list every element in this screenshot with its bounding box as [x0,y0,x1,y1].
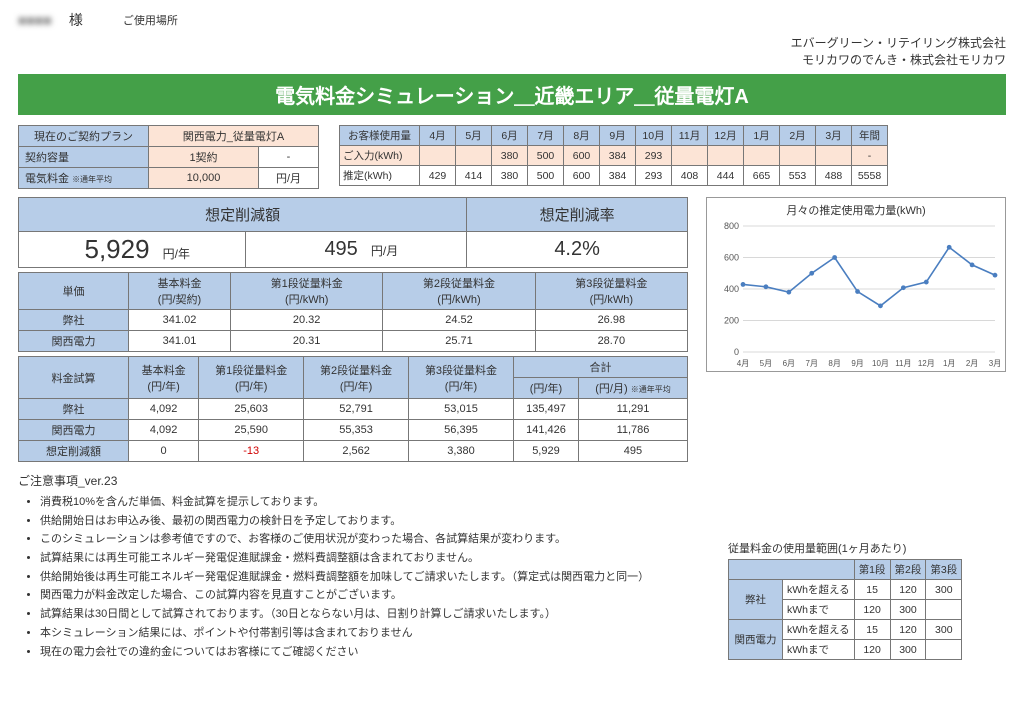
usage-range-block: 従量料金の使用量範囲(1ヶ月あたり) 第1段第2段第3段弊社kWhを超える151… [728,540,1006,660]
svg-text:200: 200 [724,316,739,326]
note-item: 消費税10%を含んだ単価、料金試算を提示しております。 [40,493,1006,512]
svg-text:400: 400 [724,284,739,294]
svg-text:1月: 1月 [943,359,955,368]
savings-rate: 4.2% [544,234,610,264]
svg-text:0: 0 [734,347,739,357]
svg-text:2月: 2月 [966,359,978,368]
location-label: ご使用場所 [123,12,178,28]
svg-text:7月: 7月 [806,359,818,368]
unit-price-table: 単価基本料金(円/契約)第1段従量料金(円/kWh)第2段従量料金(円/kWh)… [18,272,688,352]
svg-text:4月: 4月 [737,359,749,368]
monthly-savings: 495 [314,234,367,264]
svg-text:9月: 9月 [851,359,863,368]
notes-title: ご注意事項_ver.23 [18,472,1006,489]
customer-name: ■■■■ [18,12,52,28]
plan-table: 現在のご契約プラン関西電力_従量電灯A契約容量1契約-電気料金 ※通年平均10,… [18,125,319,189]
svg-text:11月: 11月 [895,359,911,368]
chart-svg: 0 200 400 600 800 4月 5月 6月 7月 8月 9月 10月 11月 12月 1月 2月 3月 [713,220,1001,370]
svg-text:8月: 8月 [828,359,840,368]
annual-savings: 5,929 [74,230,159,268]
calc-table: 料金試算基本料金(円/年)第1段従量料金(円/年)第2段従量料金(円/年)第3段… [18,356,688,462]
svg-text:6月: 6月 [783,359,795,368]
savings-table: 想定削減額 想定削減率 5,929 円/年 495 円/月 4.2% [18,197,688,268]
monthly-usage-chart: 月々の推定使用電力量(kWh) 02004006008004月5月6月7月8月9… [706,197,1006,372]
svg-text:5月: 5月 [760,359,772,368]
note-item: 供給開始日はお申込み後、最初の関西電力の検針日を予定しております。 [40,512,1006,531]
customer-row: ■■■■ 様 ご使用場所 [18,10,1006,30]
svg-text:3月: 3月 [989,359,1001,368]
company-info: エバーグリーン・リテイリング株式会社 モリカワのでんき・株式会社モリカワ [18,34,1006,68]
usage-table: お客様使用量4月5月6月7月8月9月10月11月12月1月2月3月年間ご入力(k… [339,125,888,186]
svg-text:12月: 12月 [918,359,935,368]
page-title: 電気料金シミュレーション＿近畿エリア＿従量電灯A [18,74,1006,115]
svg-text:800: 800 [724,221,739,231]
customer-suffix: 様 [55,12,83,28]
svg-text:600: 600 [724,253,739,263]
svg-text:10月: 10月 [872,359,889,368]
usage-range-table: 第1段第2段第3段弊社kWhを超える15120300kWhまで120300関西電… [728,559,962,660]
